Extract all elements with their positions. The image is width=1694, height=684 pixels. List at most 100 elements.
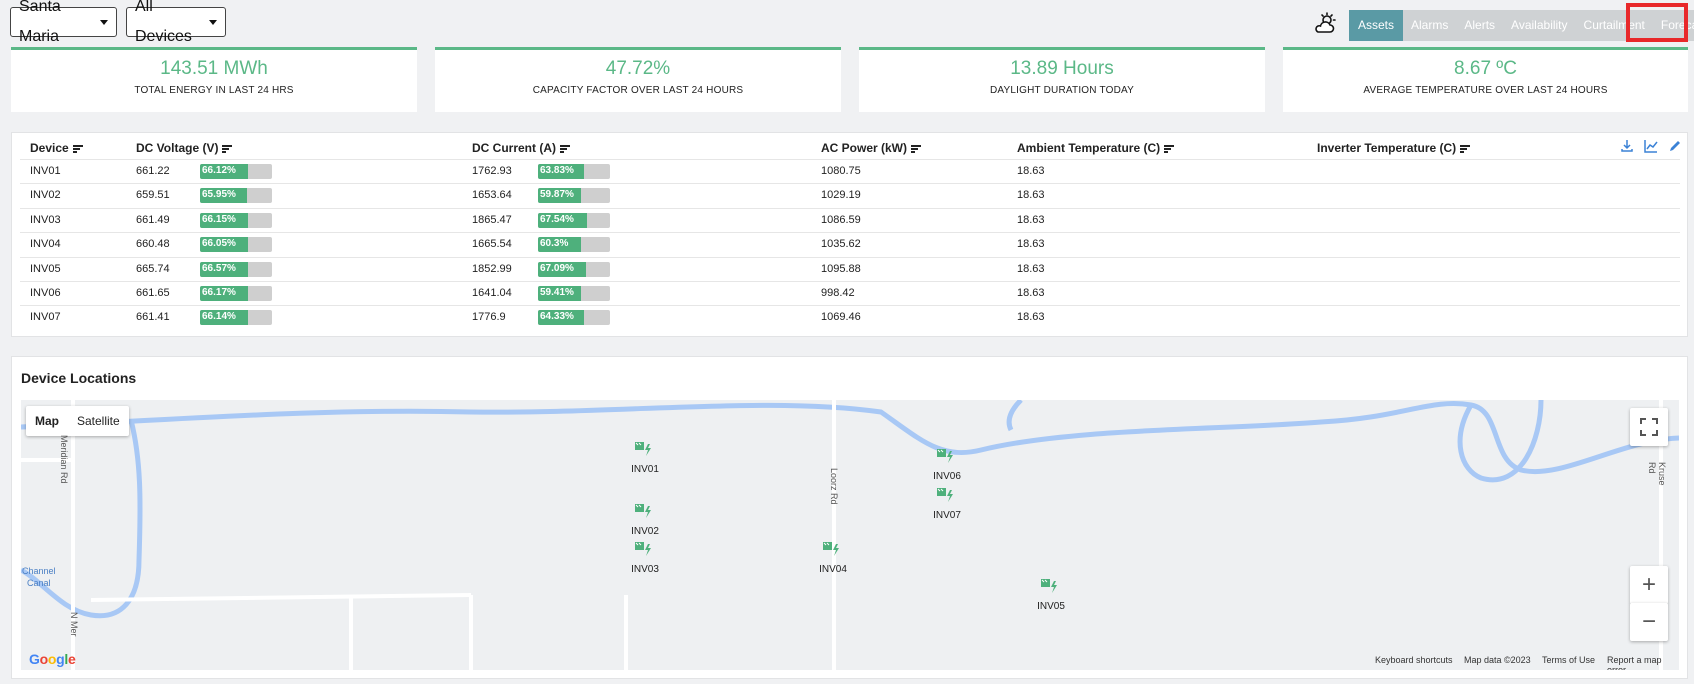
sort-icon[interactable] — [560, 144, 570, 153]
progress-bar: 60.3% — [538, 237, 610, 253]
kpi-value: 13.89 Hours — [1010, 58, 1114, 79]
keyboard-shortcuts-link[interactable]: Keyboard shortcuts — [1375, 655, 1453, 665]
device-locations-card: Device Locations Map Satellite — [11, 356, 1688, 679]
kpi-capacity-factor: 47.72% CAPACITY FACTOR OVER LAST 24 HOUR… — [435, 47, 841, 112]
site-dropdown[interactable]: Santa Maria — [10, 0, 117, 45]
solar-inverter-icon — [635, 504, 651, 518]
devices-dropdown-label: All Devices — [135, 0, 192, 45]
table-row[interactable]: INV03 661.49 1865.47 1086.59 18.63 66.15% 67.5… — [20, 207, 1680, 233]
progress-bar: 66.15% — [200, 212, 272, 228]
col-header-inverter-temp[interactable]: Inverter Temperature (C) — [1317, 141, 1471, 155]
progress-bar: 64.33% — [538, 310, 610, 326]
fullscreen-icon — [1640, 418, 1658, 436]
edit-pencil-icon[interactable] — [1668, 139, 1682, 153]
sort-icon[interactable] — [1460, 144, 1471, 153]
tab-availability[interactable]: Availability — [1503, 10, 1576, 41]
map-type-satellite-button[interactable]: Satellite — [77, 414, 120, 428]
progress-bar-label: 64.33% — [540, 311, 574, 323]
map-marker-inv02[interactable]: INV02 — [622, 502, 668, 537]
table-row[interactable]: INV07 661.41 1776.9 1069.46 18.63 66.14% 64.33… — [20, 305, 1680, 330]
cell-dc-current: 1762.93 — [472, 165, 512, 177]
device-map[interactable]: Map Satellite + − Meridian Rd Loorz Rd K… — [21, 400, 1679, 670]
fullscreen-button[interactable] — [1630, 408, 1668, 446]
progress-bar-label: 67.09% — [540, 262, 574, 274]
sort-icon[interactable] — [222, 144, 233, 153]
col-header-dc-current[interactable]: DC Current (A) — [472, 141, 570, 155]
progress-bar: 66.12% — [200, 164, 272, 179]
sort-icon[interactable] — [72, 144, 83, 153]
map-marker-inv04[interactable]: INV04 — [810, 540, 856, 575]
map-type-control: Map Satellite — [26, 406, 129, 436]
table-row[interactable]: INV04 660.48 1665.54 1035.62 18.63 66.05% 60.3… — [20, 232, 1680, 257]
kpi-label: TOTAL ENERGY IN LAST 24 HRS — [134, 85, 294, 96]
col-header-ambient-temp[interactable]: Ambient Temperature (C) — [1017, 141, 1175, 155]
cell-ambient-temp: 18.63 — [1017, 189, 1045, 202]
progress-bar: 67.09% — [538, 261, 610, 277]
progress-bar-fill — [538, 261, 587, 277]
zoom-in-button[interactable]: + — [1630, 566, 1668, 604]
cell-ambient-temp: 18.63 — [1017, 213, 1045, 226]
sort-icon[interactable] — [1164, 144, 1175, 153]
map-marker-inv06[interactable]: INV06 — [924, 447, 970, 482]
progress-bar-fill — [200, 237, 248, 253]
map-marker-inv07[interactable]: INV07 — [924, 486, 970, 521]
progress-bar: 65.95% — [200, 188, 272, 204]
progress-bar-label: 67.54% — [540, 213, 574, 225]
table-row[interactable]: INV01 661.22 1762.93 1080.75 18.63 66.12% 63.8… — [20, 159, 1680, 184]
road-label: Canal — [27, 578, 51, 588]
map-data-label: Map data ©2023 — [1464, 655, 1531, 665]
cell-dc-voltage: 661.22 — [136, 165, 170, 177]
cell-ac-power: 1029.19 — [821, 189, 861, 202]
cell-dc-current: 1852.99 — [472, 262, 512, 275]
progress-bar-label: 66.14% — [202, 311, 236, 323]
table-row[interactable]: INV02 659.51 1653.64 1029.19 18.63 65.95% 59.8… — [20, 183, 1680, 208]
progress-bar-fill — [200, 286, 248, 301]
chart-line-icon[interactable] — [1644, 139, 1658, 153]
map-marker-inv05[interactable]: INV05 — [1028, 577, 1074, 612]
road-label: Kruse Rd — [1647, 462, 1667, 486]
progress-bar: 67.54% — [538, 212, 610, 228]
progress-bar-label: 63.83% — [540, 165, 574, 176]
col-header-ac-power[interactable]: AC Power (kW) — [821, 141, 922, 155]
progress-bar-label: 66.57% — [202, 262, 236, 274]
progress-bar-fill — [200, 310, 248, 326]
road-label: N Mer — [69, 612, 79, 637]
progress-bar-fill — [538, 188, 582, 204]
map-marker-label: INV01 — [631, 464, 659, 475]
report-map-error-link[interactable]: Report a map error — [1607, 655, 1662, 670]
map-marker-label: INV04 — [819, 564, 847, 575]
map-marker-label: INV06 — [933, 471, 961, 482]
cell-ac-power: 998.42 — [821, 287, 855, 299]
progress-bar-label: 65.95% — [202, 189, 236, 201]
progress-bar-label: 66.17% — [202, 287, 236, 298]
progress-bar: 66.57% — [200, 261, 272, 277]
devices-dropdown[interactable]: All Devices — [126, 0, 226, 45]
zoom-out-button[interactable]: − — [1630, 603, 1668, 641]
progress-bar-label: 66.12% — [202, 165, 236, 176]
tab-alarms[interactable]: Alarms — [1403, 10, 1457, 41]
download-icon[interactable] — [1620, 139, 1634, 153]
progress-bar-fill — [200, 188, 248, 204]
map-marker-label: INV07 — [933, 510, 961, 521]
tab-assets[interactable]: Assets — [1349, 10, 1404, 41]
progress-bar: 66.14% — [200, 310, 272, 326]
map-marker-inv03[interactable]: INV03 — [622, 540, 668, 575]
terms-of-use-link[interactable]: Terms of Use — [1542, 655, 1596, 665]
col-header-dc-voltage[interactable]: DC Voltage (V) — [136, 141, 233, 155]
cell-dc-voltage: 665.74 — [136, 262, 170, 275]
cell-ambient-temp: 18.63 — [1017, 238, 1045, 251]
kpi-label: DAYLIGHT DURATION TODAY — [989, 85, 1135, 96]
col-header-device[interactable]: Device — [30, 141, 83, 155]
progress-bar: 66.05% — [200, 237, 272, 253]
cell-ambient-temp: 18.63 — [1017, 287, 1045, 299]
kpi-average-temperature: 8.67 ºC AVERAGE TEMPERATURE OVER LAST 24… — [1283, 47, 1688, 112]
tab-alerts[interactable]: Alerts — [1456, 10, 1504, 41]
google-logo[interactable]: Google — [29, 651, 76, 667]
map-type-map-button[interactable]: Map — [35, 414, 59, 428]
progress-bar-label: 59.87% — [540, 189, 574, 201]
table-row[interactable]: INV05 665.74 1852.99 1095.88 18.63 66.57% 67.0… — [20, 256, 1680, 282]
map-marker-inv01[interactable]: INV01 — [622, 440, 668, 475]
table-row[interactable]: INV06 661.65 1641.04 998.42 18.63 66.17% 59.41… — [20, 281, 1680, 306]
weather-cloud-sun-icon[interactable] — [1313, 12, 1337, 36]
sort-icon[interactable] — [911, 144, 922, 153]
